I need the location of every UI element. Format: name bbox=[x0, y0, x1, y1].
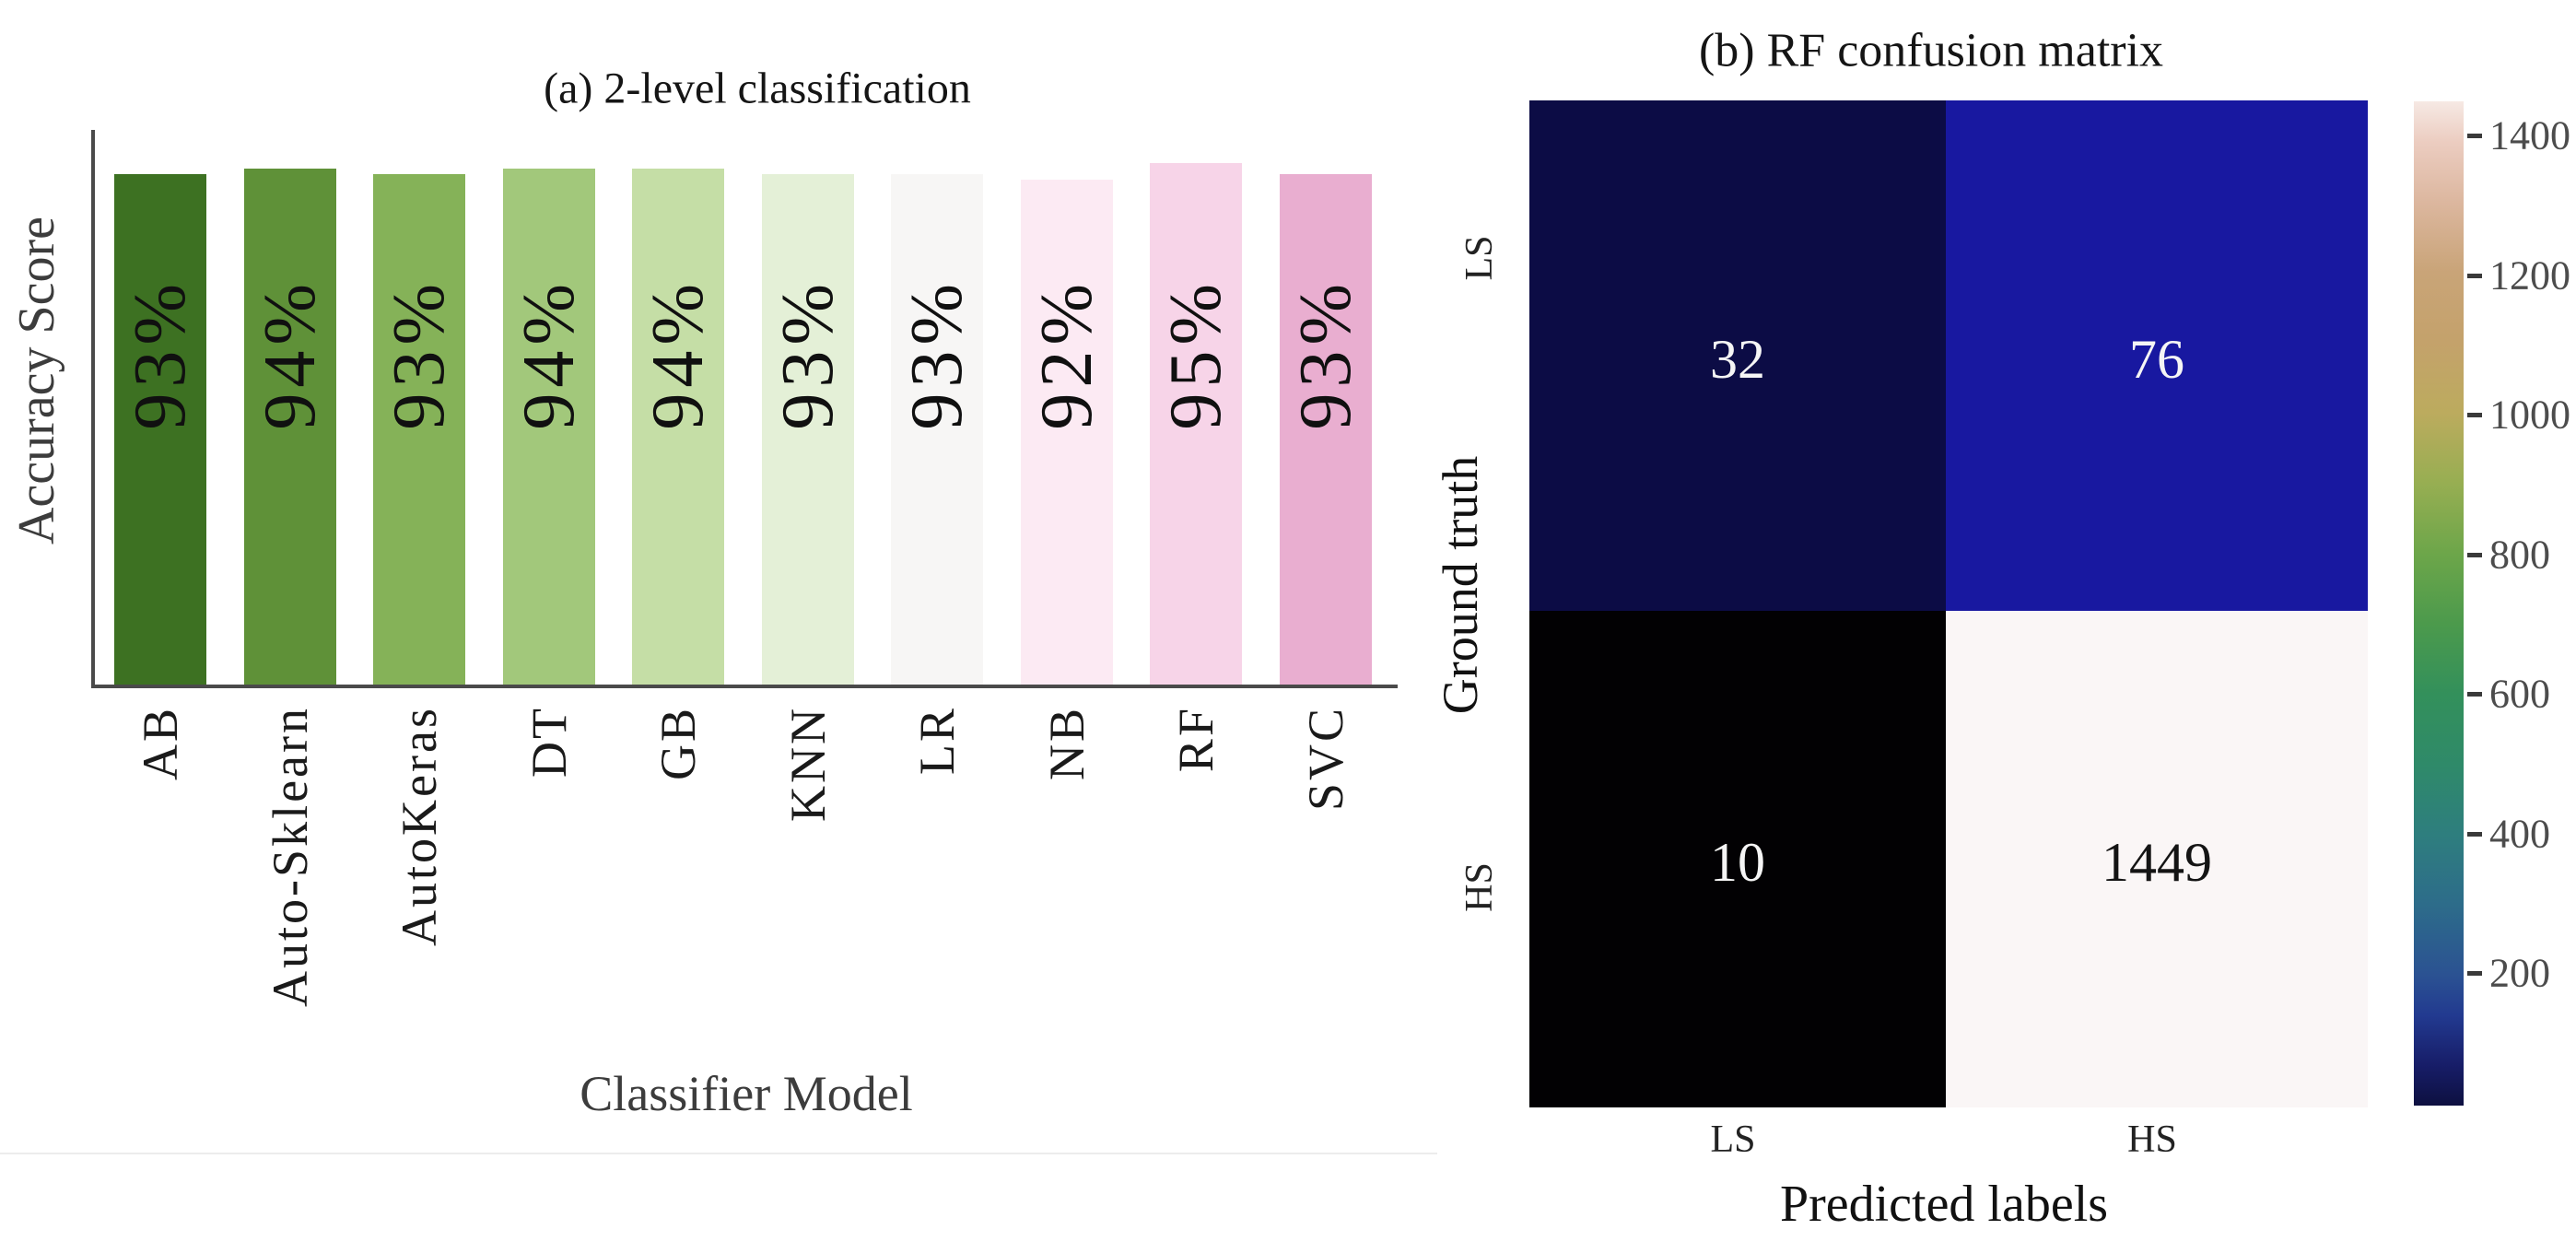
colorbar-tick-mark bbox=[2467, 831, 2482, 837]
bar-value-label: 93% bbox=[896, 278, 978, 430]
colorbar-tick-label: 400 bbox=[2489, 811, 2550, 857]
confusion-matrix-title: (b) RF confusion matrix bbox=[1698, 24, 2164, 77]
colorbar-tick-mark bbox=[2467, 692, 2482, 697]
row-tick-label-HS: HS bbox=[1458, 862, 1501, 912]
bar-SVC bbox=[1279, 173, 1372, 685]
colorbar-tick-mark bbox=[2467, 552, 2482, 557]
bar-AB bbox=[114, 173, 206, 685]
cell-LS-HS: 76 bbox=[1946, 100, 2368, 611]
bar-LR bbox=[891, 173, 983, 685]
cell-value: 32 bbox=[1710, 328, 1765, 390]
bar-value-label: 94% bbox=[508, 278, 590, 430]
x-tick-label-SVC: SVC bbox=[1297, 706, 1353, 812]
colorbar bbox=[2414, 101, 2464, 1106]
x-axis-spine bbox=[91, 685, 1398, 688]
x-tick-label-GB: GB bbox=[650, 706, 706, 781]
row-tick-label-LS: LS bbox=[1458, 235, 1501, 281]
cell-HS-LS: 10 bbox=[1529, 611, 1946, 1107]
colorbar-tick-mark bbox=[2467, 971, 2482, 977]
cell-value: 76 bbox=[2129, 328, 2184, 390]
bar-value-label: 93% bbox=[379, 278, 460, 430]
bar-value-label: 92% bbox=[1025, 278, 1107, 430]
bar-DT bbox=[502, 169, 595, 685]
cell-value: 1449 bbox=[2102, 832, 2212, 893]
cell-LS-LS: 32 bbox=[1529, 100, 1946, 611]
colorbar-tick-label: 200 bbox=[2489, 950, 2550, 996]
colorbar-tick-mark bbox=[2467, 413, 2482, 418]
x-tick-label-AB: AB bbox=[133, 706, 188, 781]
x-tick-label-Auto-Sklearn: Auto-Sklearn bbox=[262, 706, 318, 1007]
bar-Auto-Sklearn bbox=[243, 169, 336, 685]
col-tick-label-LS: LS bbox=[1710, 1118, 1756, 1161]
confusion-matrix-y-axis-label: Ground truth bbox=[1433, 455, 1488, 715]
bar-AutoKeras bbox=[373, 173, 465, 685]
colorbar-tick-mark bbox=[2467, 273, 2482, 278]
colorbar-tick-mark bbox=[2467, 134, 2482, 139]
bar-value-label: 93% bbox=[1284, 278, 1366, 430]
cell-HS-HS: 1449 bbox=[1946, 611, 2368, 1107]
colorbar-tick-label: 800 bbox=[2489, 532, 2550, 578]
y-axis-spine bbox=[91, 130, 95, 688]
bar-KNN bbox=[761, 173, 854, 685]
confusion-matrix-x-axis-label: Predicted labels bbox=[1779, 1176, 2109, 1233]
cell-value: 10 bbox=[1710, 832, 1765, 893]
colorbar-tick-label: 600 bbox=[2489, 671, 2550, 717]
bar-chart-x-axis-label: Classifier Model bbox=[580, 1066, 913, 1121]
bar-NB bbox=[1020, 179, 1113, 685]
colorbar-tick-label: 1000 bbox=[2489, 392, 2570, 438]
bar-GB bbox=[632, 169, 724, 685]
x-tick-label-LR: LR bbox=[909, 706, 965, 776]
bar-chart-title: (a) 2-level classification bbox=[544, 64, 971, 113]
colorbar-tick-label: 1200 bbox=[2489, 252, 2570, 299]
page-rule-line bbox=[0, 1153, 1437, 1154]
col-tick-label-HS: HS bbox=[2127, 1118, 2177, 1161]
bar-chart-y-axis-label: Accuracy Score bbox=[8, 216, 65, 545]
x-tick-label-KNN: KNN bbox=[779, 706, 836, 822]
x-tick-label-RF: RF bbox=[1168, 706, 1224, 773]
bar-value-label: 95% bbox=[1155, 278, 1236, 430]
bar-value-label: 94% bbox=[249, 278, 331, 430]
x-tick-label-AutoKeras: AutoKeras bbox=[392, 706, 447, 946]
x-tick-label-NB: NB bbox=[1038, 706, 1095, 781]
bar-value-label: 93% bbox=[767, 278, 849, 430]
bar-value-label: 93% bbox=[120, 278, 201, 430]
x-tick-label-DT: DT bbox=[521, 706, 577, 778]
colorbar-tick-label: 1400 bbox=[2489, 112, 2570, 158]
bar-value-label: 94% bbox=[638, 278, 719, 430]
bar-RF bbox=[1150, 163, 1242, 685]
